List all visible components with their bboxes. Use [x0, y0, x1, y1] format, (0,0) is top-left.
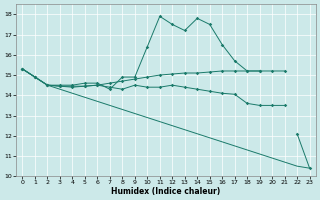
X-axis label: Humidex (Indice chaleur): Humidex (Indice chaleur) — [111, 187, 221, 196]
